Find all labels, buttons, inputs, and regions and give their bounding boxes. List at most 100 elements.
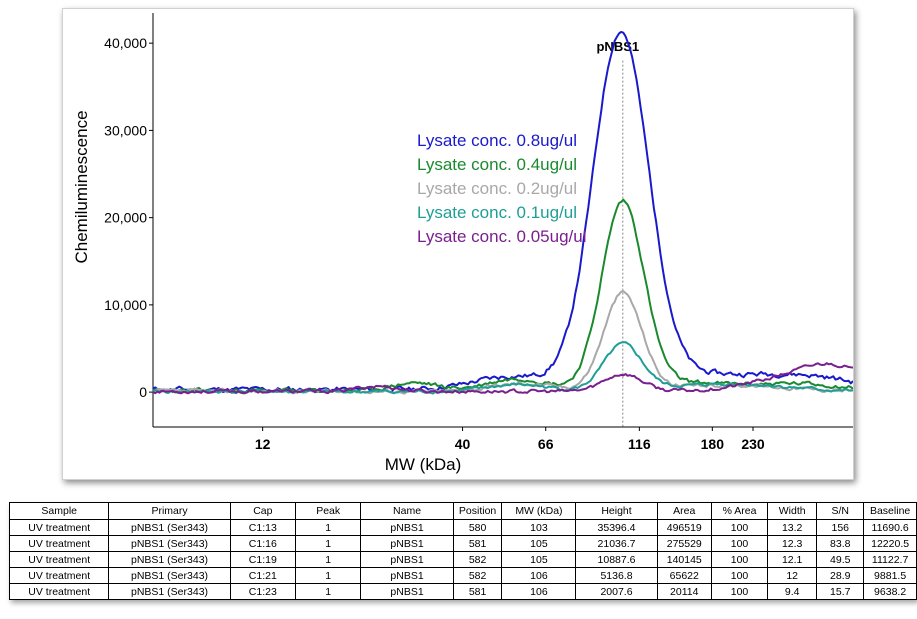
table-cell: 12.3 [767, 535, 818, 552]
table-cell: 28.9 [816, 567, 865, 584]
table-cell: UV treatment [8, 535, 110, 552]
table-cell: 12 [767, 567, 818, 584]
table-cell: pNBS1 [360, 551, 454, 568]
table-cell: 35396.4 [575, 519, 658, 536]
legend-entry-2: Lysate conc. 0.2ug/ul [417, 179, 577, 198]
table-cell: 10887.6 [575, 551, 658, 568]
table-cell: UV treatment [8, 567, 110, 584]
column-header: Baseline [863, 502, 917, 520]
table-cell: 100 [710, 519, 769, 536]
table-cell: 1 [295, 535, 362, 552]
table-body: UV treatment pNBS1 (Ser343) C1:13 1 pNBS1 580… [8, 519, 917, 600]
table-cell: 140145 [656, 551, 712, 568]
y-tick-label: 10,000 [104, 297, 147, 313]
x-tick-label: 230 [741, 436, 765, 452]
column-header: S/N [816, 502, 865, 520]
table-cell: 100 [710, 535, 769, 552]
table-cell: UV treatment [8, 551, 110, 568]
x-tick-label: 40 [455, 436, 471, 452]
table-cell: 1 [295, 519, 362, 536]
column-header: Width [767, 502, 818, 520]
column-header: Peak [295, 502, 362, 520]
table-cell: 1 [295, 551, 362, 568]
chart-panel: 0 10,000 20,000 30,000 40,000 12 40 66 116 180 230… [62, 8, 854, 480]
table-row: UV treatment pNBS1 (Ser343) C1:19 1 pNBS1 582… [8, 551, 917, 568]
table-cell: 580 [452, 519, 503, 536]
table-cell: 156 [816, 519, 865, 536]
table-cell: 13.2 [767, 519, 818, 536]
peak-results-table: Sample Primary Cap Peak Name Position MW (kDa)… [8, 502, 917, 600]
table-cell: 106 [501, 567, 577, 584]
table-cell: C1:21 [229, 567, 297, 584]
table-row: UV treatment pNBS1 (Ser343) C1:21 1 pNBS1 582… [8, 567, 917, 584]
table-cell: 20114 [656, 583, 712, 600]
table-cell: 83.8 [816, 535, 865, 552]
column-header: Area [656, 502, 712, 520]
column-header: % Area [710, 502, 769, 520]
table-cell: 100 [710, 551, 769, 568]
table-cell: 9881.5 [863, 567, 917, 584]
table-cell: 15.7 [816, 583, 865, 600]
x-tick-label: 180 [701, 436, 725, 452]
peak-label: pNBS1 [596, 39, 639, 54]
legend-entry-1: Lysate conc. 0.4ug/ul [417, 155, 577, 174]
column-header: Sample [8, 502, 110, 520]
table-cell: 9638.2 [863, 583, 917, 600]
table-cell: 100 [710, 583, 769, 600]
x-tick-label: 66 [538, 436, 554, 452]
table-cell: pNBS1 [360, 535, 454, 552]
table-cell: 1 [295, 583, 362, 600]
series-line-0 [152, 30, 853, 394]
table-cell: 2007.6 [575, 583, 658, 600]
column-header: Name [360, 502, 454, 520]
y-tick-label: 0 [139, 384, 147, 400]
table-cell: 105 [501, 551, 577, 568]
table-cell: 581 [452, 583, 503, 600]
x-axis-title: MW (kDa) [385, 455, 461, 474]
table-cell: C1:23 [229, 583, 297, 600]
table-cell: pNBS1 [360, 583, 454, 600]
table-cell: pNBS1 (Ser343) [108, 535, 231, 552]
table-cell: 582 [452, 551, 503, 568]
column-header: Cap [229, 502, 297, 520]
table-cell: pNBS1 [360, 519, 454, 536]
y-axis-title: Chemiluminescence [72, 110, 91, 263]
table-cell: 582 [452, 567, 503, 584]
table-cell: 100 [710, 567, 769, 584]
table-cell: UV treatment [8, 519, 110, 536]
column-header: Position [452, 502, 503, 520]
x-tick-label: 12 [255, 436, 271, 452]
table-cell: 21036.7 [575, 535, 658, 552]
table-cell: C1:16 [229, 535, 297, 552]
y-tick-label: 40,000 [104, 35, 147, 51]
table-cell: 105 [501, 535, 577, 552]
table-cell: 11122.7 [863, 551, 917, 568]
column-header: MW (kDa) [501, 502, 577, 520]
table-cell: pNBS1 [360, 567, 454, 584]
table-cell: C1:13 [229, 519, 297, 536]
table-cell: UV treatment [8, 583, 110, 600]
table-cell: 9.4 [767, 583, 818, 600]
table-cell: C1:19 [229, 551, 297, 568]
table-cell: pNBS1 (Ser343) [108, 567, 231, 584]
table-row: UV treatment pNBS1 (Ser343) C1:13 1 pNBS1 580… [8, 519, 917, 536]
table-cell: 12220.5 [863, 535, 917, 552]
table-cell: 1 [295, 567, 362, 584]
y-tick-label: 20,000 [104, 210, 147, 226]
series-line-3 [152, 341, 853, 395]
table-cell: 106 [501, 583, 577, 600]
table-header-row: Sample Primary Cap Peak Name Position MW (kDa)… [8, 502, 917, 520]
table-cell: 496519 [656, 519, 712, 536]
table-cell: 49.5 [816, 551, 865, 568]
table-cell: 103 [501, 519, 577, 536]
table-cell: pNBS1 (Ser343) [108, 583, 231, 600]
table-cell: 12.1 [767, 551, 818, 568]
x-tick-label: 116 [628, 436, 651, 452]
table-cell: 581 [452, 535, 503, 552]
column-header: Primary [108, 502, 231, 520]
series-line-4 [152, 362, 853, 395]
column-header: Height [575, 502, 658, 520]
series-line-2 [152, 290, 853, 395]
y-tick-label: 30,000 [104, 122, 147, 138]
table-row: UV treatment pNBS1 (Ser343) C1:16 1 pNBS1 581… [8, 535, 917, 552]
